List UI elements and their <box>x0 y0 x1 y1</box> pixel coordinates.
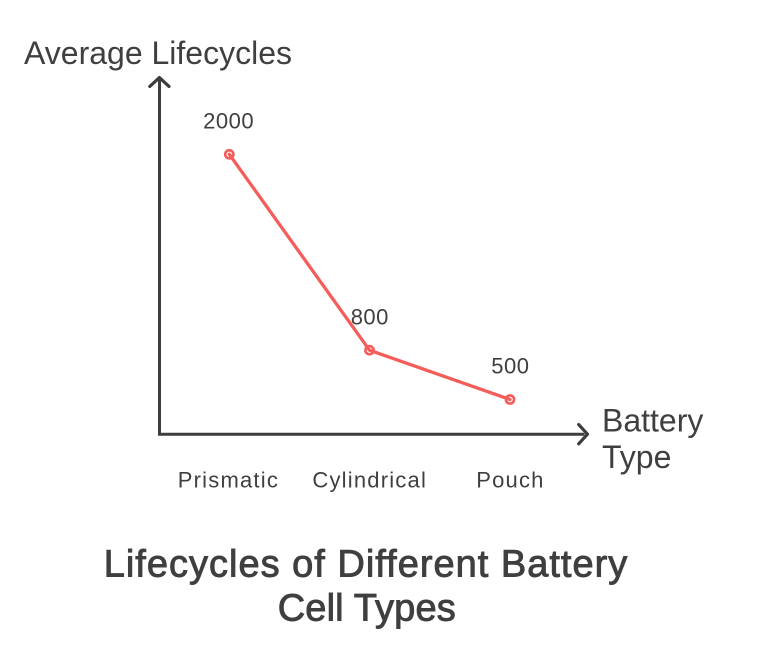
svg-text:800: 800 <box>351 304 389 329</box>
svg-text:Cell Types: Cell Types <box>278 588 456 630</box>
svg-text:Type: Type <box>602 439 671 475</box>
svg-text:Battery: Battery <box>602 403 703 439</box>
svg-text:Lifecycles of Different Batter: Lifecycles of Different Battery <box>104 544 629 586</box>
svg-text:500: 500 <box>491 354 529 379</box>
svg-text:Average Lifecycles: Average Lifecycles <box>24 35 292 71</box>
svg-text:Cylindrical: Cylindrical <box>312 468 427 493</box>
svg-text:Pouch: Pouch <box>476 468 544 493</box>
svg-text:Prismatic: Prismatic <box>178 468 279 493</box>
svg-text:2000: 2000 <box>203 109 254 134</box>
